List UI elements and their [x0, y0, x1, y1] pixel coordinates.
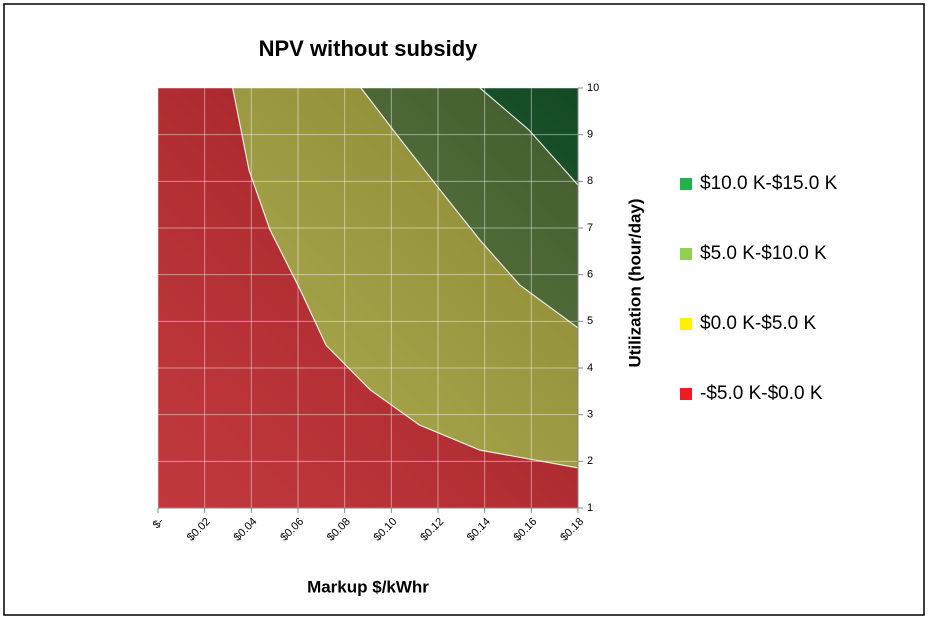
legend-swatch — [680, 178, 692, 190]
x-axis-title: Markup $/kWhr — [307, 577, 429, 596]
legend-label: $10.0 K-$15.0 K — [700, 173, 838, 194]
y-axis-title: Utilization (hour/day) — [625, 198, 644, 367]
y-tick-label: 7 — [587, 222, 593, 234]
contour-line — [360, 87, 579, 329]
legend-label: $5.0 K-$10.0 K — [700, 243, 827, 264]
contour-line — [232, 87, 579, 469]
y-tick-label: 1 — [587, 502, 593, 514]
legend-swatch — [680, 388, 692, 400]
y-tick-label: 2 — [587, 455, 593, 467]
y-tick-label: 10 — [587, 82, 599, 94]
legend-label: $0.0 K-$5.0 K — [700, 313, 817, 334]
chart-title: NPV without subsidy — [259, 36, 479, 61]
contour-line — [479, 87, 579, 186]
y-tick-label: 9 — [587, 129, 593, 141]
y-tick-label: 3 — [587, 409, 593, 421]
shading — [158, 88, 578, 508]
legend-swatch — [680, 248, 692, 260]
y-tick-label: 5 — [587, 315, 593, 327]
y-tick-label: 8 — [587, 175, 593, 187]
y-tick-label: 6 — [587, 269, 593, 281]
y-tick-label: 4 — [587, 362, 593, 374]
legend-swatch — [680, 318, 692, 330]
legend-label: -$5.0 K-$0.0 K — [700, 383, 823, 404]
